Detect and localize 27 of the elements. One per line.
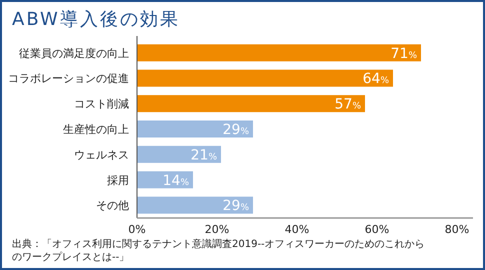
x-tick-label: 0% <box>128 223 146 236</box>
x-tick-label: 60% <box>364 223 390 236</box>
y-tick-label: ウェルネス <box>74 148 129 162</box>
y-tick-label: 従業員の満足度の向上 <box>19 46 129 60</box>
data-label: 57% <box>334 96 362 113</box>
y-tick-label: 生産性の向上 <box>63 123 129 136</box>
y-tick-label: その他 <box>96 199 129 212</box>
y-tick-label: コラボレーションの促進 <box>8 72 129 86</box>
data-label: 14% <box>162 172 190 189</box>
chart-title: ABW導入後の効果 <box>12 9 180 30</box>
y-tick-label: コスト削減 <box>74 98 129 111</box>
data-label: 29% <box>222 122 250 138</box>
bar <box>137 146 221 163</box>
data-label: 29% <box>222 198 250 214</box>
y-tick-label: 採用 <box>107 174 129 187</box>
x-tick-label: 40% <box>284 223 310 236</box>
data-label: 64% <box>362 71 390 88</box>
x-tick-label: 80% <box>444 223 470 236</box>
bar <box>137 70 393 87</box>
source-note: 出典：「オフィス利用に関するテナント意識調査2019--オフィスワーカーのためのこれからのワークプレイスとは--」 <box>12 239 425 263</box>
bar <box>137 44 421 62</box>
data-label: 71% <box>390 46 418 62</box>
bar <box>137 120 253 138</box>
x-tick-label: 20% <box>204 223 230 236</box>
data-label: 21% <box>190 147 218 164</box>
bar <box>137 95 365 112</box>
bar <box>137 196 253 214</box>
